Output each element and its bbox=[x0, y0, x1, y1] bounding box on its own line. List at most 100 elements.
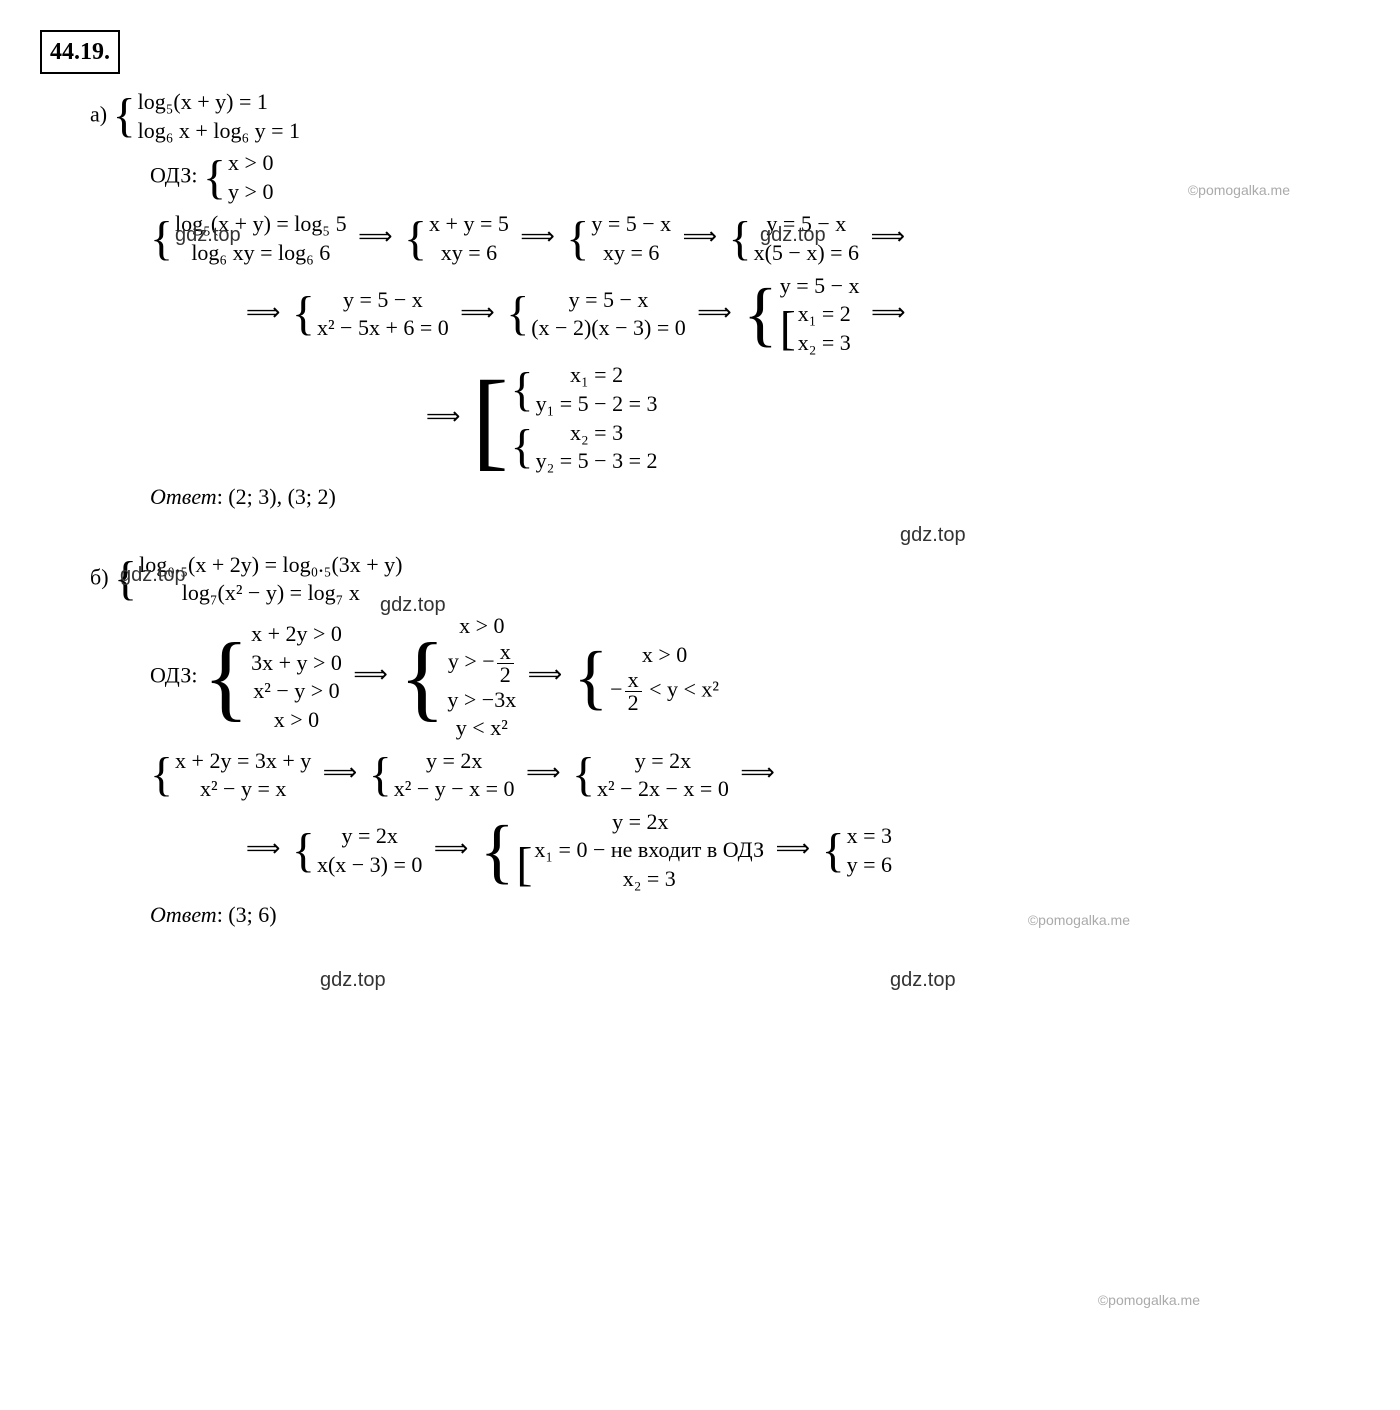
part-a-header: а) { log₅(x + y) = 1 log₆ x + log₆ y = 1 bbox=[40, 88, 1360, 145]
step-row-b2: ⟹ { y = 2x x(x − 3) = 0 ⟹ { y = 2x [ x₁ … bbox=[40, 808, 1360, 894]
page-container: ©pomogalka.me gdz.top gdz.top gdz.top gd… bbox=[40, 30, 1360, 931]
brace-icon: { bbox=[113, 97, 136, 135]
eq: y = 2x bbox=[516, 808, 764, 837]
brace-icon: { bbox=[480, 826, 515, 876]
eq: x² − y = x bbox=[175, 775, 311, 804]
eq: x² − y − x = 0 bbox=[394, 775, 515, 804]
implies-arrow: ⟹ bbox=[526, 755, 560, 791]
brace-icon: { bbox=[506, 295, 529, 333]
implies-arrow: ⟹ bbox=[528, 657, 562, 693]
answer-text: : (2; 3), (3; 2) bbox=[217, 484, 336, 509]
watermark-pomogalka-3: ©pomogalka.me bbox=[1098, 1290, 1200, 1311]
implies-arrow: ⟹ bbox=[246, 831, 280, 867]
part-b-label: б) bbox=[90, 564, 109, 589]
brace-icon: { bbox=[369, 756, 392, 794]
implies-arrow: ⟹ bbox=[426, 399, 460, 435]
eq: y = 6 bbox=[847, 851, 892, 880]
brace-icon: { bbox=[574, 652, 609, 702]
implies-arrow: ⟹ bbox=[358, 219, 392, 255]
odz-b: ОДЗ: { x + 2y > 0 3x + y > 0 x² − y > 0 … bbox=[40, 612, 1360, 743]
brace-icon: { bbox=[822, 832, 845, 870]
brace-icon: { bbox=[404, 220, 427, 258]
brace-icon: { bbox=[511, 428, 534, 466]
eq: x₁ = 2 bbox=[536, 361, 658, 390]
cond: x + 2y > 0 bbox=[251, 620, 342, 649]
brace-icon: { bbox=[292, 832, 315, 870]
eq: x₂ = 3 bbox=[798, 329, 851, 358]
watermark-gdz-1: gdz.top bbox=[175, 220, 241, 250]
brace-icon: { bbox=[511, 371, 534, 409]
brace-icon: { bbox=[203, 646, 249, 708]
cond: y > −x2 bbox=[447, 641, 516, 686]
implies-arrow: ⟹ bbox=[871, 219, 905, 255]
implies-arrow: ⟹ bbox=[871, 295, 905, 331]
watermark-gdz-3: gdz.top bbox=[900, 520, 966, 550]
brace-icon: { bbox=[729, 220, 752, 258]
cond: x² − y > 0 bbox=[251, 677, 342, 706]
odz-label: ОДЗ: bbox=[150, 163, 197, 188]
cond: 3x + y > 0 bbox=[251, 649, 342, 678]
eq: x² − 5x + 6 = 0 bbox=[317, 314, 449, 343]
brace-icon: { bbox=[572, 756, 595, 794]
answer-label: Ответ bbox=[150, 902, 217, 927]
eq: y₂ = 5 − 3 = 2 bbox=[536, 447, 658, 476]
odz-a: ОДЗ: { x > 0 y > 0 bbox=[40, 149, 1360, 206]
eq: x₁ = 0 − не входит в ОДЗ bbox=[534, 836, 764, 865]
implies-arrow: ⟹ bbox=[776, 831, 810, 867]
implies-arrow: ⟹ bbox=[323, 755, 357, 791]
answer-label: Ответ bbox=[150, 484, 217, 509]
eq: x + 2y = 3x + y bbox=[175, 747, 311, 776]
sqbracket-icon: [ bbox=[472, 386, 509, 452]
cond: x > 0 bbox=[610, 641, 719, 670]
sqbracket-icon: [ bbox=[780, 310, 796, 348]
cond: −x2 < y < x² bbox=[610, 669, 719, 714]
eq: y₁ = 5 − 2 = 3 bbox=[536, 390, 658, 419]
implies-arrow: ⟹ bbox=[353, 657, 387, 693]
step-row-a3: ⟹ [ { x₁ = 2 y₁ = 5 − 2 = 3 { bbox=[40, 361, 1360, 475]
brace-icon: { bbox=[566, 220, 589, 258]
odz-label: ОДЗ: bbox=[150, 662, 197, 687]
brace-icon: { bbox=[150, 220, 173, 258]
watermark-gdz-5: gdz.top bbox=[380, 590, 446, 620]
eq: x(x − 3) = 0 bbox=[317, 851, 422, 880]
cond: x > 0 bbox=[447, 612, 516, 641]
implies-arrow: ⟹ bbox=[520, 219, 554, 255]
problem-number: 44.19. bbox=[40, 30, 120, 74]
eq: xy = 6 bbox=[429, 239, 509, 268]
step-row-a2: ⟹ { y = 5 − x x² − 5x + 6 = 0 ⟹ { y = 5 … bbox=[40, 272, 1360, 358]
implies-arrow: ⟹ bbox=[683, 219, 717, 255]
cond: y > −3x bbox=[447, 686, 516, 715]
answer-b: Ответ: (3; 6) bbox=[40, 898, 1360, 931]
eq: (x − 2)(x − 3) = 0 bbox=[531, 314, 686, 343]
cond: x > 0 bbox=[251, 706, 342, 735]
watermark-gdz-6: gdz.top bbox=[320, 965, 386, 995]
step-row-b1: { x + 2y = 3x + y x² − y = x ⟹ { y = 2x … bbox=[40, 747, 1360, 804]
part-b-header: б) { log₀.₅(x + 2y) = log₀.₅(3x + y) log… bbox=[40, 551, 1360, 608]
brace-icon: { bbox=[203, 159, 226, 197]
brace-icon: { bbox=[150, 756, 173, 794]
cond: y < x² bbox=[447, 714, 516, 743]
watermark-gdz-7: gdz.top bbox=[890, 965, 956, 995]
implies-arrow: ⟹ bbox=[740, 755, 774, 791]
answer-text: : (3; 6) bbox=[217, 902, 277, 927]
brace-icon: { bbox=[743, 289, 778, 339]
cond: y > 0 bbox=[228, 178, 273, 207]
eq: x₁ = 2 bbox=[798, 300, 851, 329]
eq: log₅(x + y) = 1 bbox=[138, 88, 300, 117]
watermark-gdz-2: gdz.top bbox=[760, 220, 826, 250]
part-a-label: а) bbox=[90, 102, 107, 127]
eq: y = 5 − x bbox=[531, 286, 686, 315]
eq: y = 2x bbox=[317, 822, 422, 851]
implies-arrow: ⟹ bbox=[697, 295, 731, 331]
eq: y = 5 − x bbox=[317, 286, 449, 315]
watermark-pomogalka: ©pomogalka.me bbox=[1188, 180, 1290, 201]
eq: y = 5 − x bbox=[591, 210, 671, 239]
brace-icon: { bbox=[399, 646, 445, 708]
cond: x > 0 bbox=[228, 149, 273, 178]
implies-arrow: ⟹ bbox=[246, 295, 280, 331]
eq: y = 2x bbox=[394, 747, 515, 776]
sqbracket-icon: [ bbox=[516, 846, 532, 884]
implies-arrow: ⟹ bbox=[460, 295, 494, 331]
eq: x² − 2x − x = 0 bbox=[597, 775, 729, 804]
eq: xy = 6 bbox=[591, 239, 671, 268]
